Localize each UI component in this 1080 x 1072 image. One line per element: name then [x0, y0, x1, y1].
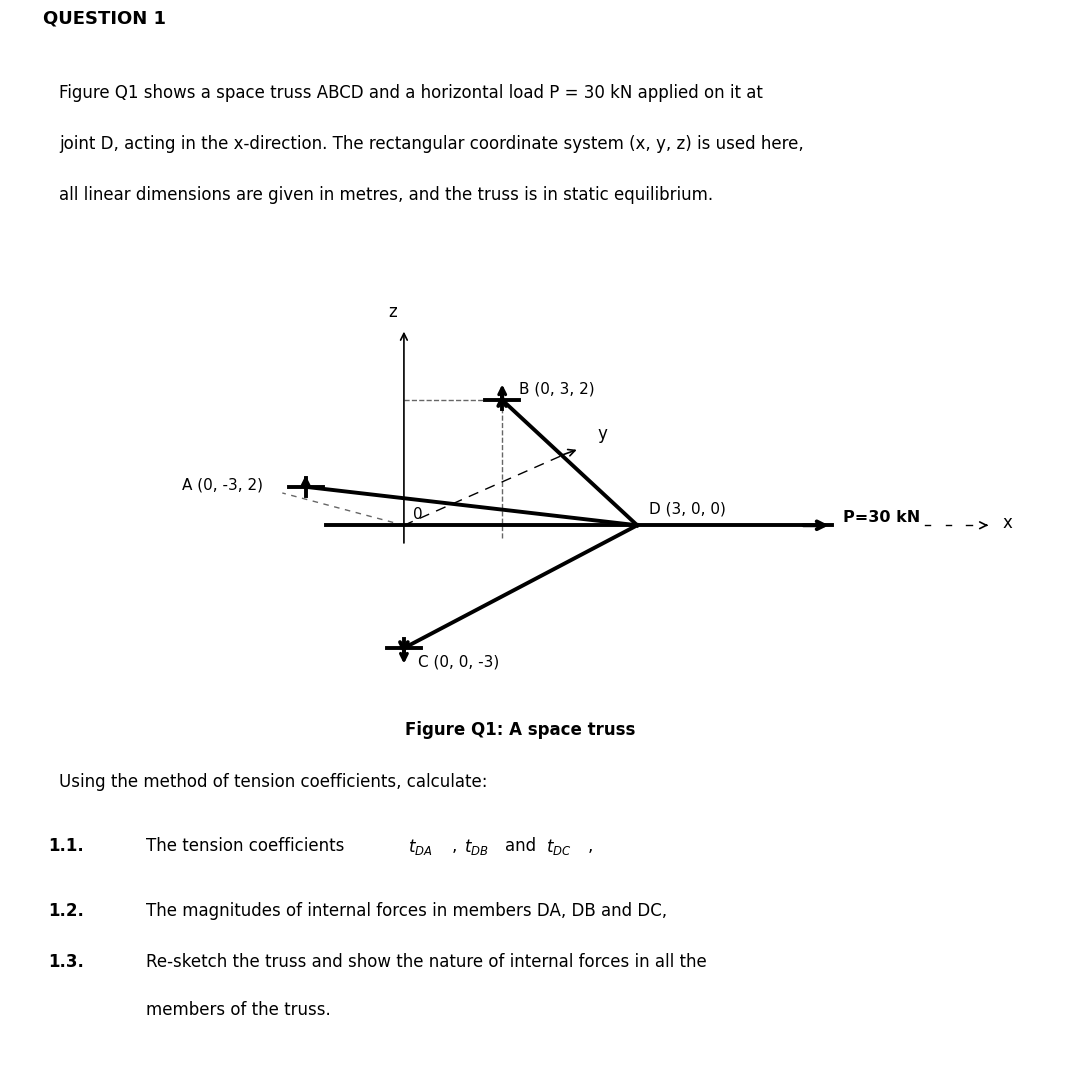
Text: members of the truss.: members of the truss.: [146, 1001, 330, 1019]
Text: ,: ,: [451, 837, 457, 855]
Text: The magnitudes of internal forces in members DA, DB and DC,: The magnitudes of internal forces in mem…: [146, 902, 667, 920]
Text: 1.3.: 1.3.: [49, 953, 84, 971]
Text: 1.1.: 1.1.: [49, 837, 84, 855]
Text: $t_{DA}$: $t_{DA}$: [408, 837, 433, 858]
Text: ,: ,: [588, 837, 593, 855]
Text: Figure Q1: A space truss: Figure Q1: A space truss: [405, 721, 636, 739]
Text: Figure Q1 shows a space truss ABCD and a horizontal load P = 30 kN applied on it: Figure Q1 shows a space truss ABCD and a…: [59, 84, 764, 102]
Text: P=30 kN: P=30 kN: [843, 510, 920, 525]
Text: Using the method of tension coefficients, calculate:: Using the method of tension coefficients…: [59, 773, 488, 791]
Text: and: and: [505, 837, 537, 855]
Text: x: x: [1002, 515, 1013, 532]
Text: joint D, acting in the x-direction. The rectangular coordinate system (x, y, z) : joint D, acting in the x-direction. The …: [59, 135, 805, 153]
Text: all linear dimensions are given in metres, and the truss is in static equilibriu: all linear dimensions are given in metre…: [59, 187, 714, 204]
Text: 1.2.: 1.2.: [49, 902, 84, 920]
Text: QUESTION 1: QUESTION 1: [43, 9, 166, 27]
Text: The tension coefficients: The tension coefficients: [146, 837, 345, 855]
Text: C (0, 0, -3): C (0, 0, -3): [418, 654, 499, 669]
Text: A (0, -3, 2): A (0, -3, 2): [181, 477, 262, 492]
Text: 0: 0: [414, 507, 423, 522]
Text: z: z: [388, 302, 396, 321]
Text: y: y: [598, 425, 608, 443]
Text: Re-sketch the truss and show the nature of internal forces in all the: Re-sketch the truss and show the nature …: [146, 953, 706, 971]
Text: B (0, 3, 2): B (0, 3, 2): [519, 382, 595, 397]
Text: D (3, 0, 0): D (3, 0, 0): [649, 502, 726, 517]
Text: $t_{DB}$: $t_{DB}$: [464, 837, 489, 858]
Text: $t_{DC}$: $t_{DC}$: [546, 837, 572, 858]
